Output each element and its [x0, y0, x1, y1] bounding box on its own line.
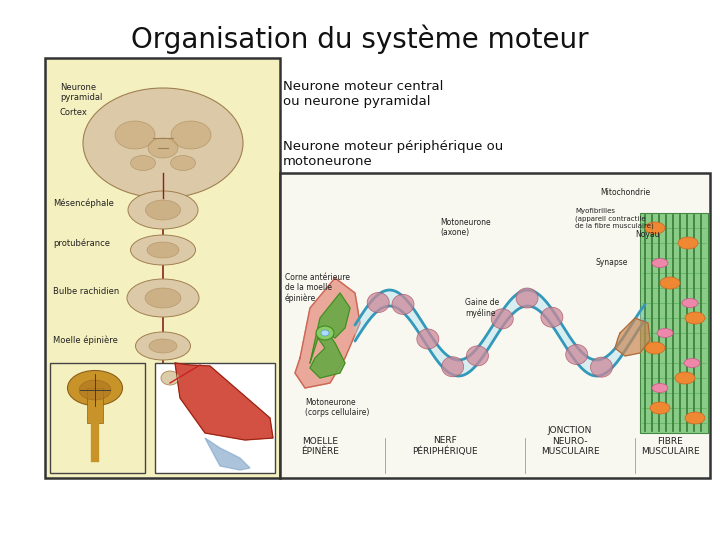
Text: NERF
PÉRIPHÉRIQUE: NERF PÉRIPHÉRIQUE	[412, 436, 478, 456]
Ellipse shape	[685, 412, 705, 424]
Ellipse shape	[650, 402, 670, 414]
Polygon shape	[615, 318, 650, 356]
Ellipse shape	[491, 309, 513, 329]
Text: Corne antérieure
de la moelle
épinière: Corne antérieure de la moelle épinière	[285, 273, 350, 303]
Bar	[87, 388, 103, 423]
Ellipse shape	[678, 237, 698, 249]
Ellipse shape	[685, 312, 705, 324]
Text: Neurone moteur central
ou neurone pyramidal: Neurone moteur central ou neurone pyrami…	[283, 80, 444, 108]
Text: Gaine de
myéline: Gaine de myéline	[465, 298, 499, 318]
Ellipse shape	[79, 380, 111, 400]
Polygon shape	[175, 363, 273, 440]
Ellipse shape	[128, 191, 198, 229]
Text: Neurone moteur périphérique ou
motoneurone: Neurone moteur périphérique ou motoneuro…	[283, 140, 503, 168]
Ellipse shape	[321, 330, 329, 336]
Ellipse shape	[675, 372, 695, 384]
Text: Synapse: Synapse	[595, 258, 627, 267]
Ellipse shape	[652, 259, 668, 267]
Ellipse shape	[135, 332, 191, 360]
Ellipse shape	[657, 328, 673, 338]
Text: Motoneurone
(corps cellulaire): Motoneurone (corps cellulaire)	[305, 398, 369, 417]
Bar	[155, 363, 275, 473]
Text: Bulbe rachidien: Bulbe rachidien	[53, 287, 120, 296]
Bar	[640, 213, 708, 433]
Text: Neurone
pyramidal: Neurone pyramidal	[60, 83, 125, 112]
Ellipse shape	[149, 339, 177, 353]
Bar	[45, 58, 280, 478]
Ellipse shape	[148, 138, 178, 158]
Ellipse shape	[516, 288, 538, 308]
Ellipse shape	[660, 277, 680, 289]
Ellipse shape	[130, 235, 196, 265]
Ellipse shape	[645, 342, 665, 354]
Ellipse shape	[171, 156, 196, 171]
Text: Cortex: Cortex	[60, 108, 88, 117]
Ellipse shape	[441, 357, 464, 377]
Ellipse shape	[467, 346, 488, 366]
Ellipse shape	[684, 359, 700, 368]
Ellipse shape	[392, 294, 414, 314]
Ellipse shape	[130, 156, 156, 171]
Ellipse shape	[127, 279, 199, 317]
Ellipse shape	[590, 357, 613, 377]
Text: Noyau: Noyau	[635, 230, 660, 239]
Ellipse shape	[145, 200, 181, 220]
Polygon shape	[310, 293, 350, 378]
Ellipse shape	[115, 121, 155, 149]
Ellipse shape	[367, 293, 390, 313]
Ellipse shape	[316, 326, 334, 340]
Ellipse shape	[68, 370, 122, 406]
Ellipse shape	[652, 383, 668, 393]
Text: Mésencéphale: Mésencéphale	[53, 198, 114, 208]
Ellipse shape	[171, 121, 211, 149]
Ellipse shape	[645, 222, 665, 234]
Text: MOELLE
ÉPINÈRE: MOELLE ÉPINÈRE	[301, 437, 339, 456]
Polygon shape	[295, 278, 360, 388]
Text: Motoneurone: Motoneurone	[160, 467, 211, 476]
Text: Motoneurone
(axone): Motoneurone (axone)	[440, 218, 490, 238]
Bar	[280, 173, 710, 478]
Polygon shape	[205, 438, 250, 470]
Ellipse shape	[541, 307, 563, 327]
Ellipse shape	[83, 88, 243, 198]
Bar	[50, 363, 145, 473]
Ellipse shape	[566, 345, 588, 364]
Text: Moelle épinière: Moelle épinière	[53, 335, 118, 345]
Ellipse shape	[145, 288, 181, 308]
Ellipse shape	[147, 242, 179, 258]
Ellipse shape	[682, 299, 698, 307]
Ellipse shape	[161, 371, 179, 385]
Text: Mitochondrie: Mitochondrie	[600, 188, 650, 197]
Text: Organisation du système moteur: Organisation du système moteur	[131, 25, 589, 55]
Ellipse shape	[417, 329, 438, 349]
Text: protubérance: protubérance	[53, 238, 110, 248]
Text: FIBRE
MUSCULAIRE: FIBRE MUSCULAIRE	[641, 437, 699, 456]
Text: JONCTION
NEURO-
MUSCULAIRE: JONCTION NEURO- MUSCULAIRE	[541, 426, 599, 456]
Text: Myofibrilles
(appareil contractile
de la fibre musculaire): Myofibrilles (appareil contractile de la…	[575, 208, 654, 229]
